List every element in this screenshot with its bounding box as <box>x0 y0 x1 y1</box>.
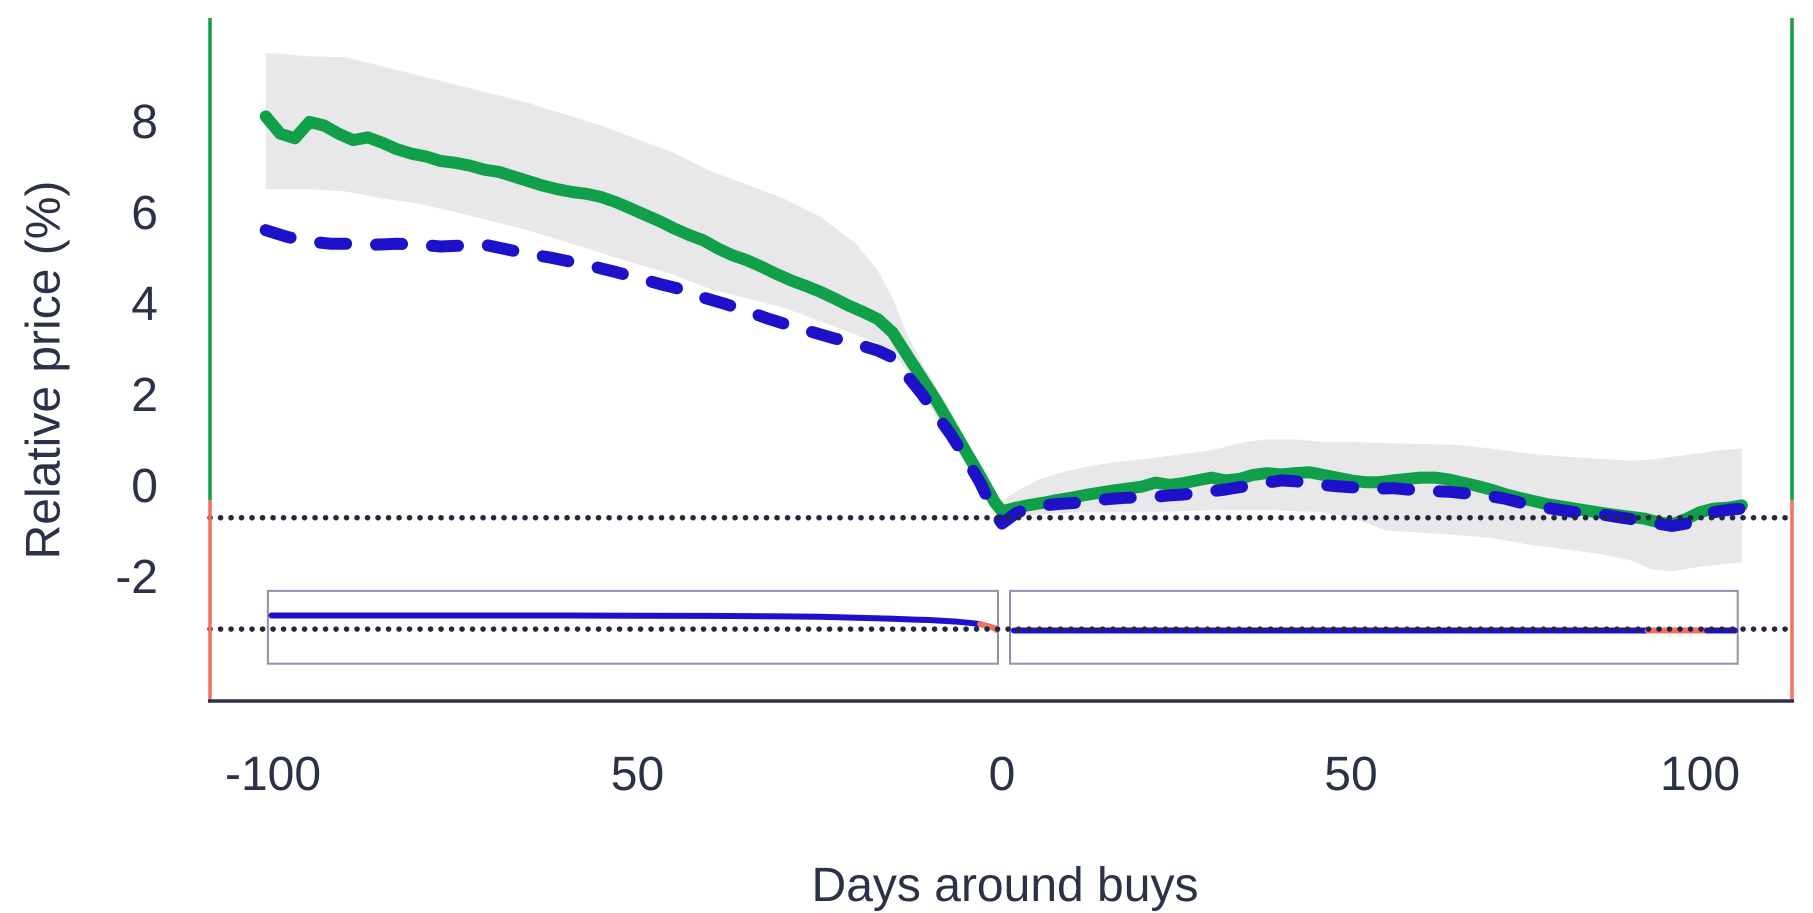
x-axis-title: Days around buys <box>811 859 1199 912</box>
confidence-band <box>265 52 1742 572</box>
x-tick-label-1: 50 <box>611 748 664 801</box>
x-tick-label-3: 50 <box>1324 748 1377 801</box>
x-tick-label-0: -100 <box>225 748 321 801</box>
x-tick-label-2: 0 <box>989 748 1016 801</box>
left-inset-line-0 <box>268 612 984 628</box>
y-tick-label-2: 4 <box>131 278 158 331</box>
x-tick-label-4: 100 <box>1660 748 1740 801</box>
y-axis-title: Relative price (%) <box>17 180 71 560</box>
blue-dashed-line <box>259 224 1748 532</box>
y-tick-label-4: 0 <box>131 460 158 513</box>
y-tick-label-0: 8 <box>131 96 158 149</box>
y-tick-label-5: -2 <box>115 551 158 604</box>
y-tick-label-1: 6 <box>131 187 158 240</box>
y-tick-label-3: 2 <box>131 369 158 422</box>
